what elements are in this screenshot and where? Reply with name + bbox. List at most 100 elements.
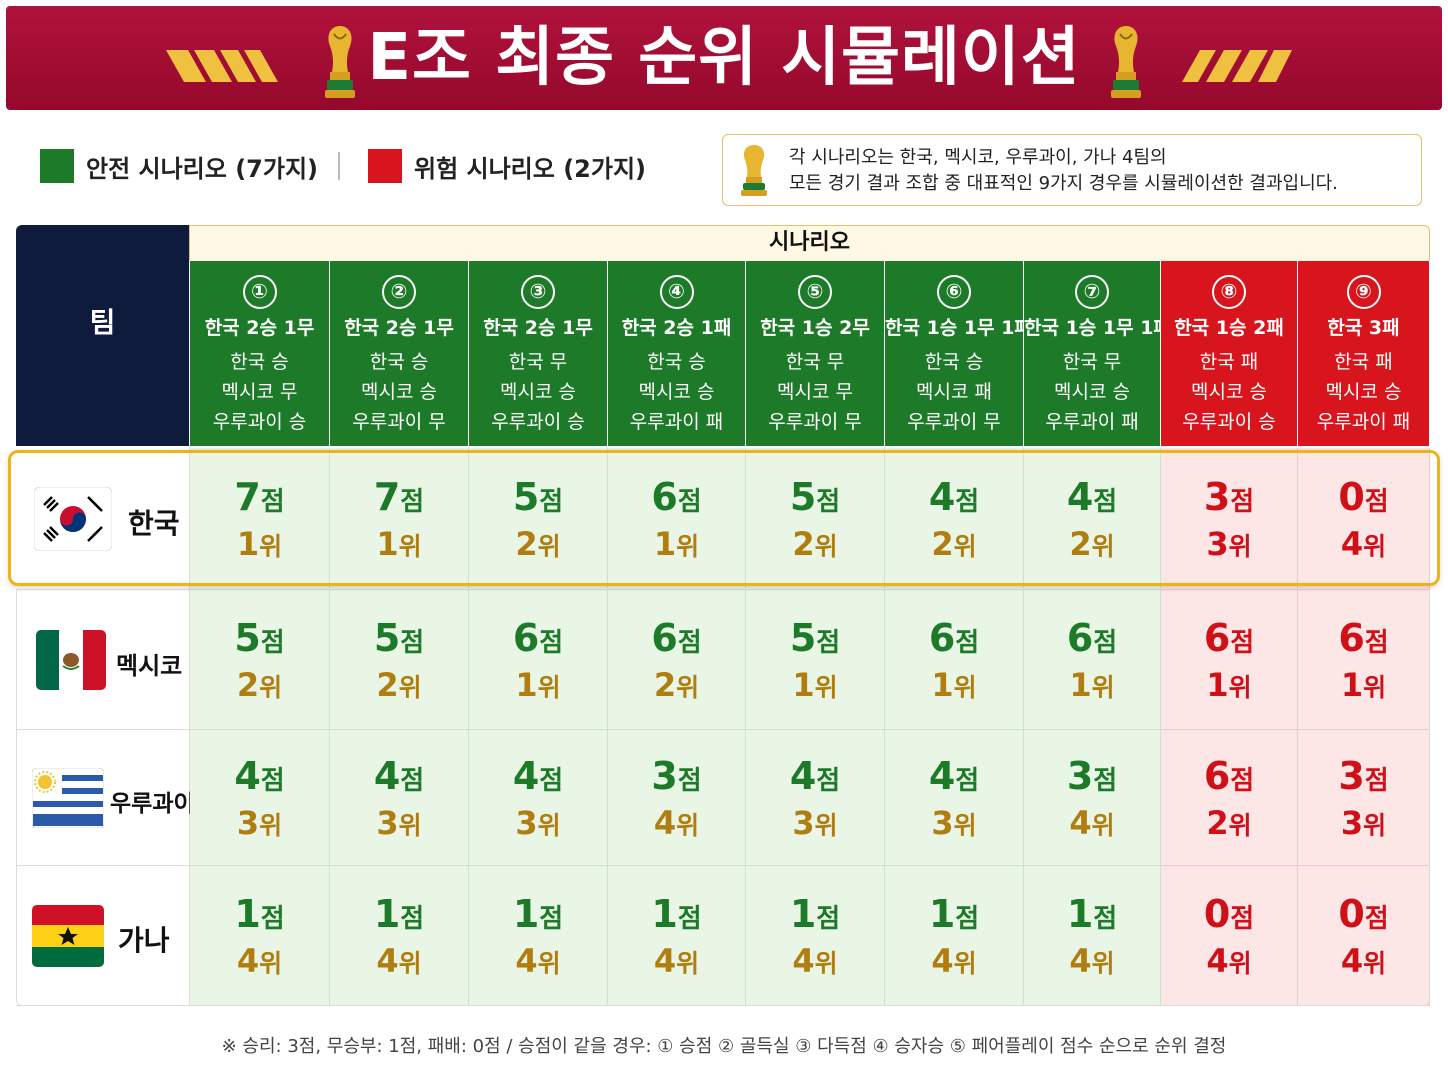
rank-value: 4위 (608, 803, 745, 846)
standing-cell: 6점 2위 (608, 590, 746, 730)
rank-value: 4위 (330, 941, 468, 984)
points-value: 6점 (1161, 754, 1297, 803)
rank-value: 1위 (190, 524, 329, 567)
standing-cell: 4점 3위 (746, 730, 885, 866)
standing-cell: 3점 4위 (608, 730, 746, 866)
rank-unit: 위 (676, 532, 700, 561)
points-unit: 점 (1230, 904, 1255, 934)
rank-number: 1 (1340, 666, 1364, 704)
rank-number: 1 (236, 525, 260, 563)
rank-unit: 위 (814, 811, 838, 840)
points-unit: 점 (400, 766, 425, 796)
rank-number: 3 (515, 804, 538, 842)
scenario-title: 한국 2승 1무 (344, 317, 454, 339)
rank-unit: 위 (1228, 532, 1252, 561)
points-value: 4점 (330, 754, 468, 803)
rank-value: 4위 (1024, 803, 1160, 846)
standing-cell: 7점 1위 (190, 448, 330, 590)
scenario-match-result: 한국 승 (230, 351, 289, 373)
points-unit: 점 (1364, 904, 1389, 934)
rank-unit: 위 (814, 949, 838, 978)
points-value: 1점 (608, 892, 745, 941)
team-cell: 우루과이 (16, 730, 195, 866)
rank-number: 4 (931, 942, 954, 980)
rank-number: 4 (1206, 942, 1229, 980)
rank-unit: 위 (1091, 673, 1115, 702)
rank-unit: 위 (1363, 811, 1387, 840)
scenario-match-result: 한국 승 (924, 351, 984, 373)
points-number: 0 (1338, 475, 1365, 519)
points-unit: 점 (400, 487, 425, 517)
team-cell: 멕시코 (16, 590, 190, 730)
scenario-column-header: ④ 한국 2승 1패 한국 승 멕시코 승 우루과이 패 (608, 261, 746, 446)
rank-number: 1 (1206, 666, 1229, 704)
points-value: 0점 (1298, 475, 1429, 524)
points-number: 3 (1203, 475, 1231, 519)
rank-value: 4위 (190, 941, 329, 984)
points-number: 6 (928, 616, 956, 660)
points-number: 1 (928, 892, 956, 936)
points-value: 4점 (746, 754, 884, 803)
rank-unit: 위 (537, 673, 561, 702)
scenario-match-result: 우루과이 무 (352, 411, 446, 433)
points-number: 6 (1338, 616, 1365, 660)
rank-value: 1위 (608, 524, 745, 567)
scenario-number: ⑥ (937, 275, 971, 309)
points-value: 6점 (1024, 616, 1160, 665)
points-unit: 점 (260, 766, 285, 796)
scenario-match-result: 멕시코 승 (1191, 381, 1267, 403)
rank-value: 1위 (1161, 665, 1297, 708)
points-unit: 점 (1093, 904, 1118, 934)
points-number: 4 (928, 475, 956, 519)
points-number: 6 (1203, 616, 1231, 660)
rank-value: 2위 (608, 665, 745, 708)
scenario-match-result: 우루과이 패 (1316, 411, 1411, 433)
rank-number: 4 (1069, 804, 1092, 842)
points-value: 5점 (746, 475, 884, 524)
rank-unit: 위 (1091, 532, 1115, 561)
points-unit: 점 (400, 904, 425, 934)
points-unit: 점 (677, 904, 702, 934)
points-number: 1 (789, 892, 817, 936)
scenario-match-result: 멕시코 승 (500, 381, 576, 403)
points-number: 0 (1338, 892, 1365, 936)
rank-unit: 위 (259, 532, 283, 561)
footnote: ※ 승리: 3점, 무승부: 1점, 패배: 0점 / 승점이 같을 경우: ①… (221, 1036, 1227, 1057)
points-value: 6점 (608, 475, 745, 524)
points-number: 0 (1203, 892, 1231, 936)
scenario-match-result: 한국 무 (508, 351, 568, 373)
rank-unit: 위 (1091, 949, 1115, 978)
standing-cell: 1점 4위 (190, 866, 330, 1006)
standing-cell: 1점 4위 (608, 866, 746, 1006)
standing-cell: 4점 3위 (190, 730, 330, 866)
scenario-match-result: 멕시코 승 (1054, 381, 1130, 403)
rank-value: 4위 (746, 941, 884, 984)
scenario-title: 한국 3패 (1327, 317, 1400, 339)
standing-cell: 6점 2위 (1161, 730, 1298, 866)
points-number: 4 (1066, 475, 1094, 519)
points-number: 1 (1066, 892, 1094, 936)
points-number: 5 (789, 475, 817, 519)
rank-unit: 위 (398, 949, 422, 978)
scenario-number: ⑨ (1346, 275, 1381, 309)
points-unit: 점 (816, 904, 841, 934)
points-unit: 점 (816, 628, 841, 658)
standing-cell: 6점 1위 (469, 590, 608, 730)
legend-risk-swatch (368, 149, 402, 183)
standing-cell: 6점 1위 (885, 590, 1024, 730)
points-number: 6 (512, 616, 540, 660)
scenario-number: ① (242, 275, 277, 309)
points-unit: 점 (1364, 766, 1389, 796)
points-number: 1 (651, 892, 678, 936)
points-number: 1 (234, 892, 261, 936)
rank-number: 3 (236, 804, 260, 842)
rank-number: 3 (1340, 804, 1364, 842)
points-unit: 점 (1230, 487, 1255, 517)
points-value: 1점 (469, 892, 607, 941)
points-value: 3점 (608, 754, 745, 803)
rank-value: 2위 (1161, 803, 1297, 846)
points-unit: 점 (1230, 766, 1255, 796)
points-value: 1점 (1024, 892, 1160, 941)
team-cell: 가나 (16, 866, 190, 1006)
points-value: 5점 (746, 616, 884, 665)
